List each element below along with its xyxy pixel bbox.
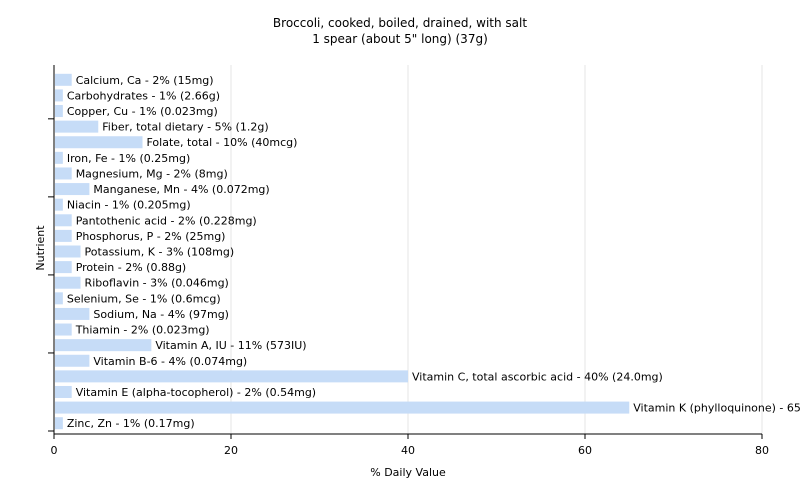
bar [55,198,63,211]
bar-label: Pantothenic acid - 2% (0.228mg) [76,214,257,227]
bar-label: Vitamin A, IU - 11% (573IU) [155,339,306,352]
bar-label: Vitamin K (phylloquinone) - 65% (52.2mcg… [633,402,800,415]
bar [55,167,72,180]
bar-label: Iron, Fe - 1% (0.25mg) [67,152,190,165]
bar [55,339,152,352]
bar [55,401,630,414]
bar-label: Vitamin C, total ascorbic acid - 40% (24… [412,370,663,383]
x-tick-label: 60 [578,444,592,457]
bar [55,105,63,118]
bar [55,120,99,133]
bar-label: Riboflavin - 3% (0.046mg) [85,277,229,290]
bar-label: Calcium, Ca - 2% (15mg) [76,74,214,87]
bar [55,151,63,164]
bar-label: Niacin - 1% (0.205mg) [67,199,191,212]
bar [55,292,63,305]
y-axis-label: Nutrient [34,225,47,271]
bar [55,245,81,258]
bar-label: Sodium, Na - 4% (97mg) [93,308,229,321]
bar-label: Phosphorus, P - 2% (25mg) [76,230,226,243]
bar-label: Manganese, Mn - 4% (0.072mg) [93,183,269,196]
x-axis-label: % Daily Value [370,466,446,479]
bar-label: Protein - 2% (0.88g) [76,261,187,274]
bar [55,229,72,242]
bar-label: Magnesium, Mg - 2% (8mg) [76,167,228,180]
x-tick-label: 80 [755,444,769,457]
bars: Calcium, Ca - 2% (15mg) Carbohydrates - 1… [55,73,800,430]
bar-label: Carbohydrates - 1% (2.66g) [67,89,220,102]
chart-subtitle: 1 spear (about 5" long) (37g) [312,32,488,46]
bar [55,276,81,289]
bar-label: Copper, Cu - 1% (0.023mg) [67,105,218,118]
bar [55,385,72,398]
x-tick-label: 20 [224,444,238,457]
bar-label: Vitamin E (alpha-tocopherol) - 2% (0.54m… [76,386,316,399]
axes: 0 20 40 60 80 [48,65,769,457]
bar [55,261,72,274]
x-tick-label: 0 [51,444,58,457]
bar [55,307,90,320]
bar [55,136,143,149]
bar-label: Selenium, Se - 1% (0.6mcg) [67,292,221,305]
bar [55,370,408,383]
bar [55,183,90,196]
bar [55,354,90,367]
x-tick-label: 40 [401,444,415,457]
bar-label: Potassium, K - 3% (108mg) [85,246,235,259]
bar [55,73,72,86]
bar-label: Folate, total - 10% (40mcg) [147,136,298,149]
bar-label: Thiamin - 2% (0.023mg) [75,324,210,337]
bar-label: Fiber, total dietary - 5% (1.2g) [102,121,268,134]
bar-label: Vitamin B-6 - 4% (0.074mg) [93,355,247,368]
bar [55,417,63,430]
bar [55,214,72,227]
chart-title: Broccoli, cooked, boiled, drained, with … [272,16,528,30]
bar [55,89,63,102]
bar-label: Zinc, Zn - 1% (0.17mg) [67,417,195,430]
bar [55,323,72,336]
